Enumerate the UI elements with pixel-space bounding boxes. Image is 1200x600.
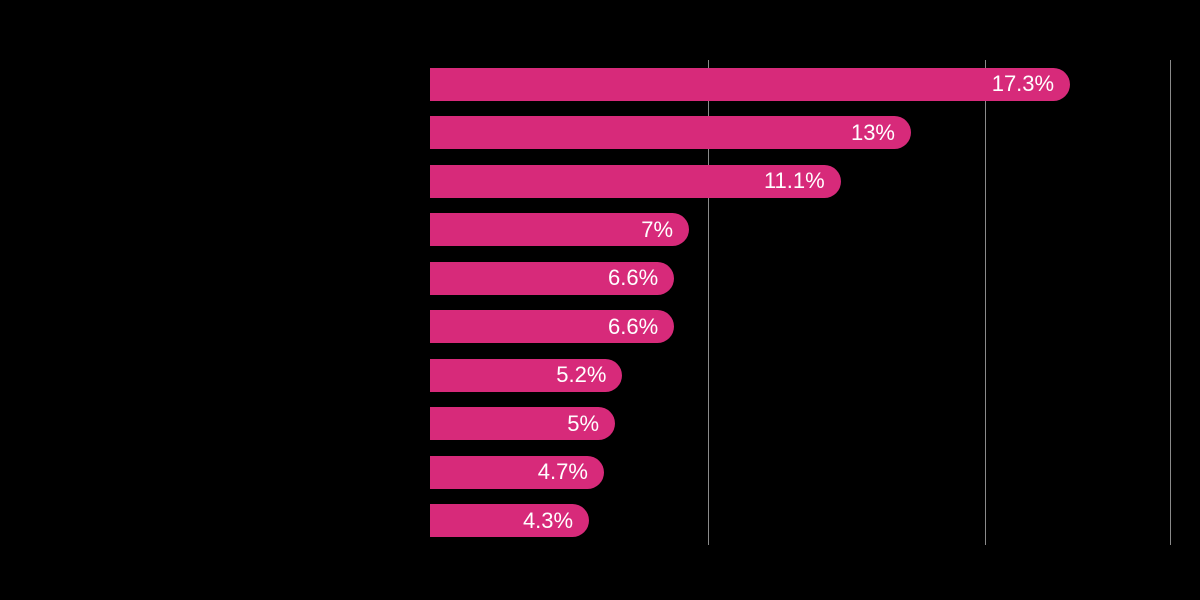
bar-value-label: 4.3% xyxy=(523,508,589,534)
bar: 4.7% xyxy=(430,456,604,489)
bar-row: 11.1% xyxy=(430,157,1170,206)
bar: 5% xyxy=(430,407,615,440)
bar-row: 5% xyxy=(430,400,1170,449)
bar-value-label: 17.3% xyxy=(992,71,1070,97)
bar-value-label: 6.6% xyxy=(608,314,674,340)
bar: 13% xyxy=(430,116,911,149)
bar-row: 6.6% xyxy=(430,303,1170,352)
bar-row: 6.6% xyxy=(430,254,1170,303)
bar-value-label: 7% xyxy=(641,217,689,243)
bar-row: 4.3% xyxy=(430,497,1170,546)
bar-value-label: 11.1% xyxy=(764,168,841,194)
bar-value-label: 13% xyxy=(851,120,911,146)
bar: 5.2% xyxy=(430,359,622,392)
bar-row: 17.3% xyxy=(430,60,1170,109)
bar: 4.3% xyxy=(430,504,589,537)
bar-row: 4.7% xyxy=(430,448,1170,497)
plot-area: 17.3% 13% 11.1% 7% 6.6% 6.6% 5.2% 5% 4.7% 4.3% xyxy=(430,60,1170,545)
bar-row: 7% xyxy=(430,206,1170,255)
bar-row: 13% xyxy=(430,109,1170,158)
gridline xyxy=(1170,60,1171,545)
bar: 6.6% xyxy=(430,310,674,343)
bar-value-label: 4.7% xyxy=(538,459,604,485)
bar: 11.1% xyxy=(430,165,841,198)
bar-value-label: 5.2% xyxy=(556,362,622,388)
bar-row: 5.2% xyxy=(430,351,1170,400)
bar-value-label: 5% xyxy=(567,411,615,437)
bar: 6.6% xyxy=(430,262,674,295)
bars-container: 17.3% 13% 11.1% 7% 6.6% 6.6% 5.2% 5% 4.7% 4.3% xyxy=(430,60,1170,545)
bar-value-label: 6.6% xyxy=(608,265,674,291)
bar: 7% xyxy=(430,213,689,246)
bar: 17.3% xyxy=(430,68,1070,101)
